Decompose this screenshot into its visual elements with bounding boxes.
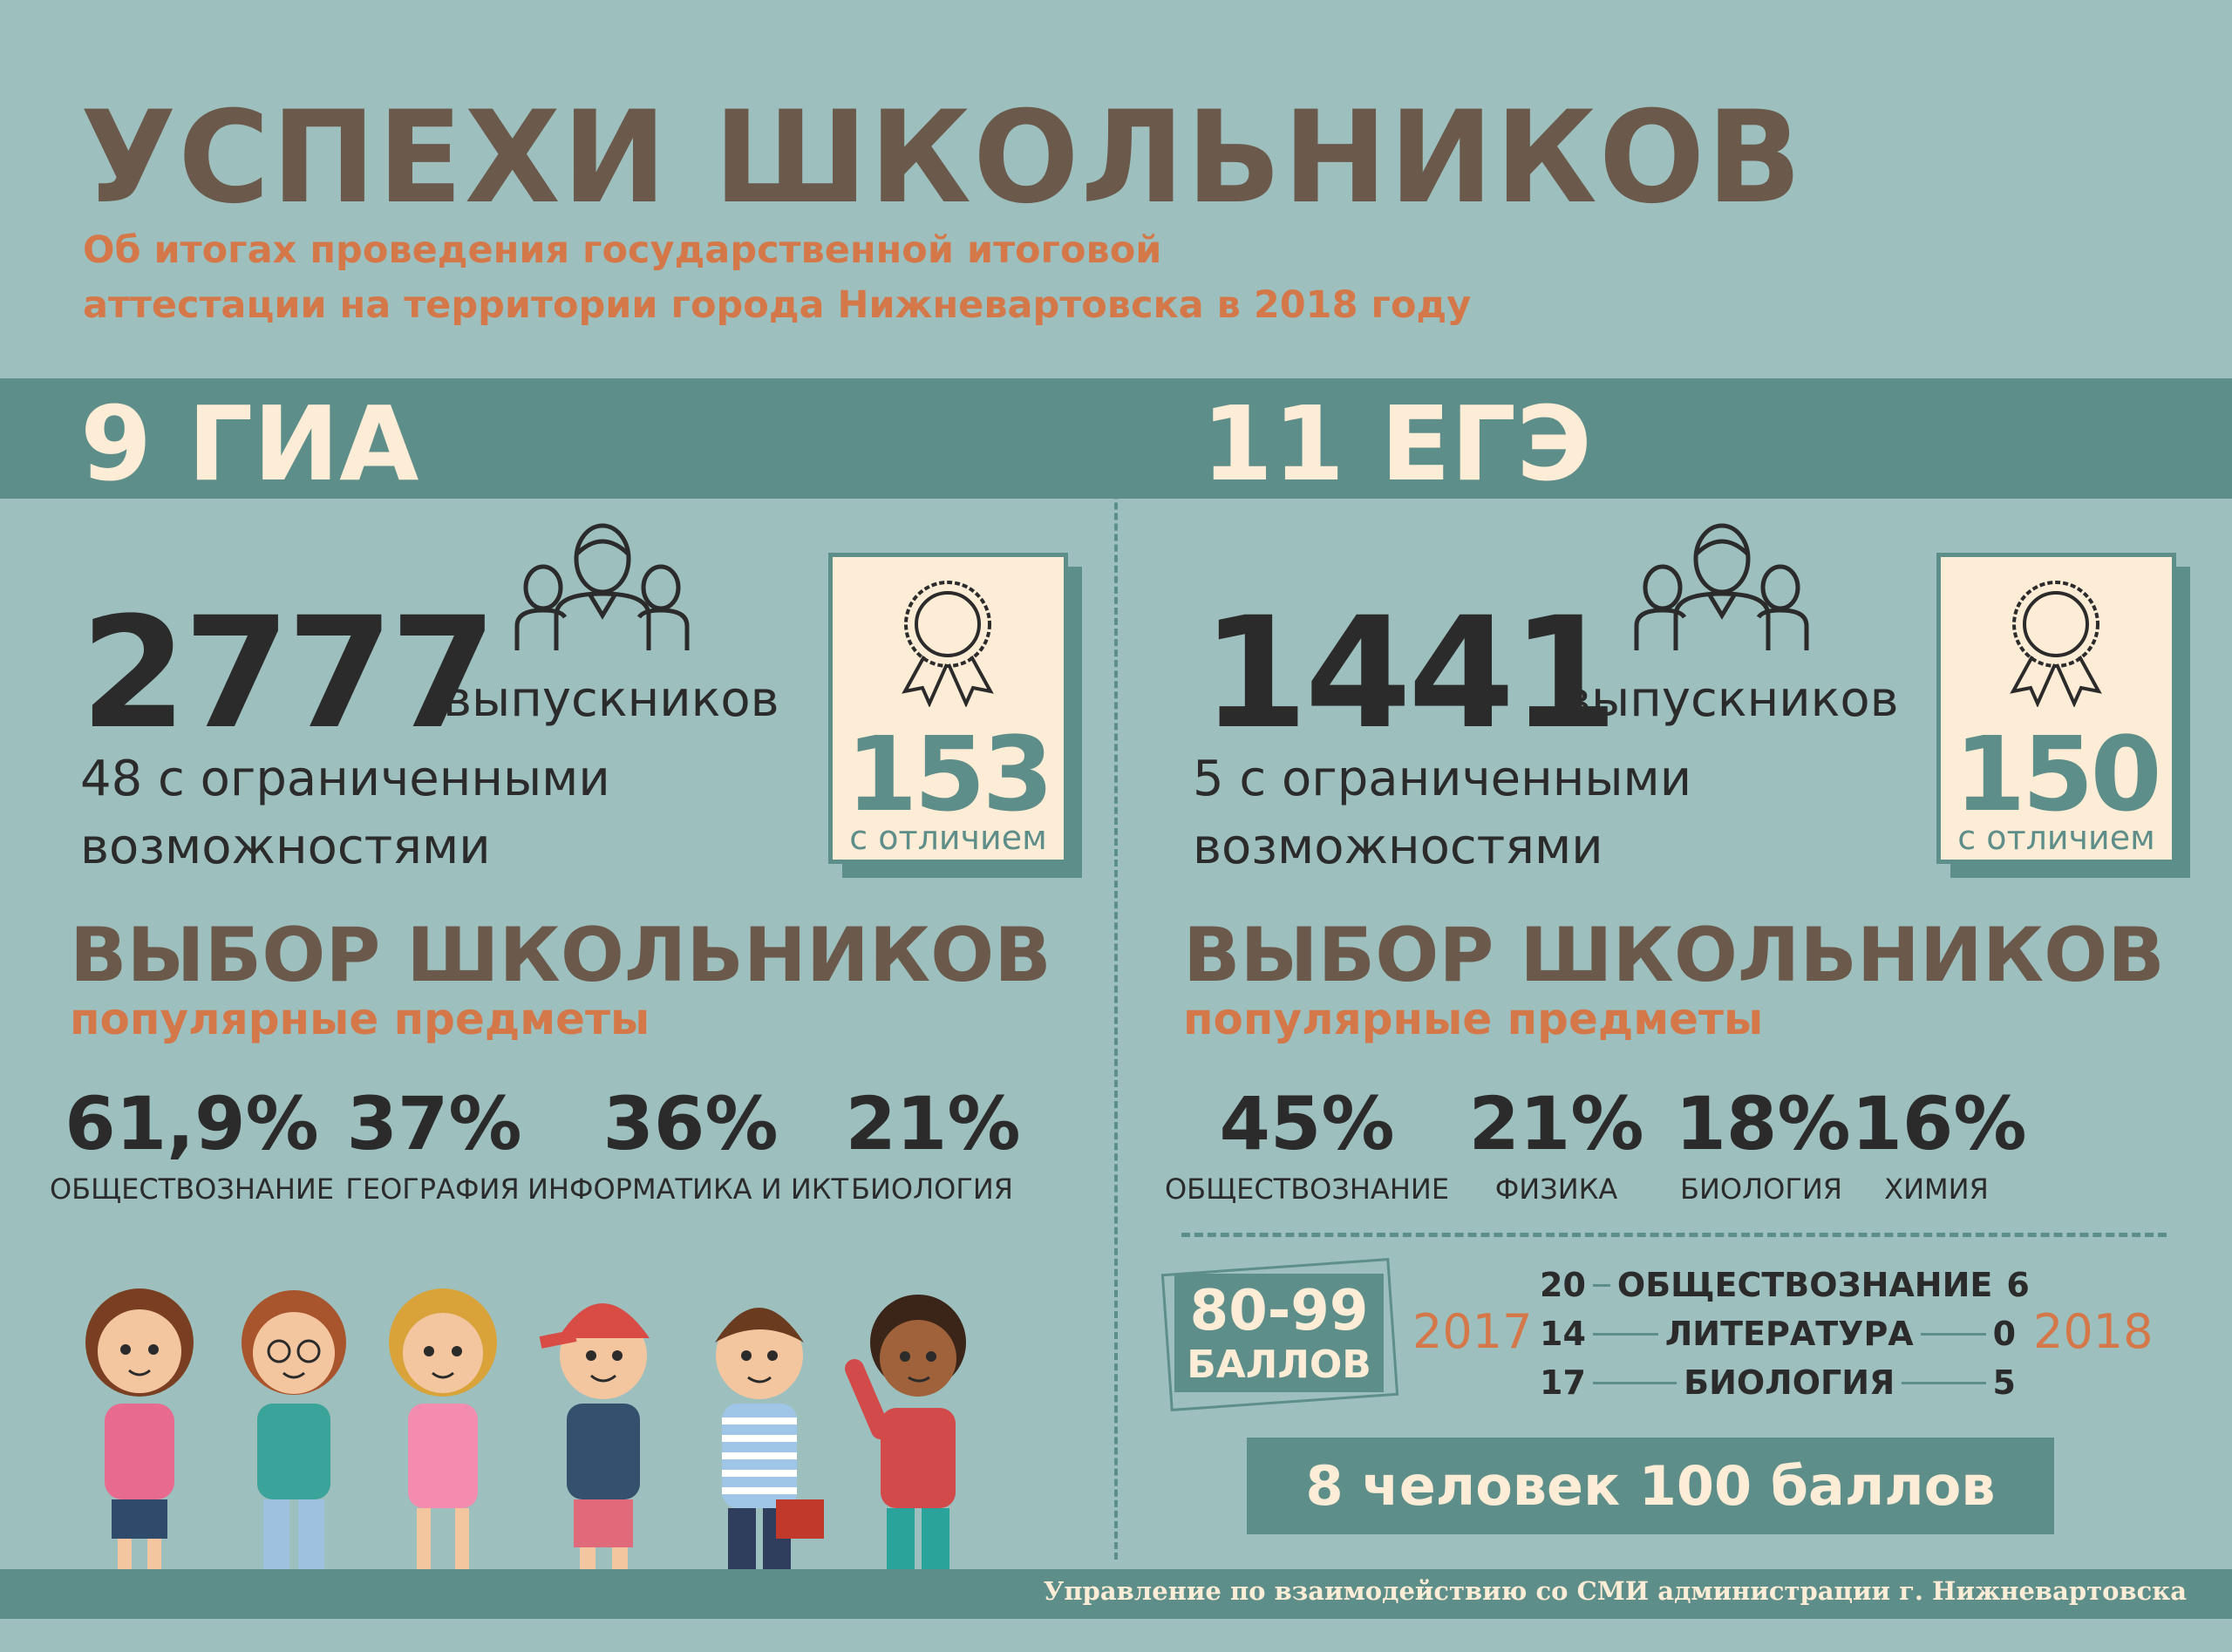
ege-honors-count: 150 [1954,714,2161,834]
ege-graduates-label: выпускников [1562,671,1899,728]
boy-figure-cap [539,1303,650,1591]
students-illustration [85,1288,966,1591]
gia-subject-name: ОБЩЕСТВОЗНАНИЕ [49,1173,335,1206]
ege-subject-pct: 18% [1675,1081,1851,1166]
column-divider [1114,387,1118,1560]
gia-limited-line-1: 48 с ограниченными [80,751,610,807]
count-2018: 0 [1992,1315,2017,1353]
subtitle-line-1: Об итогах проведения государственной ито… [83,228,1162,272]
gia-honors-label: с отличием [849,819,1047,857]
girl-figure-2 [389,1288,497,1591]
gia-graduates-count: 2777 [80,584,497,763]
ege-subject-name: ОБЩЕСТВОЗНАНИЕ [1164,1173,1450,1206]
count-2017: 14 [1540,1315,1586,1353]
gia-subject-name: ГЕОГРАФИЯ [345,1173,520,1206]
count-2018: 6 [2006,1266,2030,1304]
count-2017: 17 [1540,1363,1586,1402]
gia-subject-name: ИНФОРМАТИКА И ИКТ [527,1173,849,1206]
subject: БИОЛОГИЯ [1684,1363,1895,1402]
gia-subject-name: БИОЛОГИЯ [850,1173,1014,1206]
gia-honors-count: 153 [846,714,1053,834]
gia-choice-subtitle: популярные предметы [70,994,650,1044]
hundred-points-banner: 8 человек 100 баллов [1247,1438,2054,1534]
ege-subject-pct: 45% [1219,1081,1395,1166]
score-range: 80-99 [1189,1279,1369,1343]
count-2018: 5 [1992,1363,2016,1402]
subject: ЛИТЕРАТУРА [1664,1315,1914,1353]
gia-subject-pct: 21% [845,1081,1021,1166]
gia-subject-pct: 61,9% [65,1081,319,1166]
section-divider [1181,1233,2167,1237]
gia-choice-title: ВЫБОР ШКОЛЬНИКОВ [70,912,1051,999]
high-scores-row: 17 БИОЛОГИЯ 5 [1540,1361,2016,1404]
ege-subject-name: БИОЛОГИЯ [1679,1173,1843,1206]
page-title: УСПЕХИ ШКОЛЬНИКОВ [80,84,1804,232]
high-scores-row: 20 ОБЩЕСТВОЗНАНИЕ 6 [1540,1263,2030,1307]
year-2017: 2017 [1412,1304,1533,1359]
group-of-people-icon [514,523,690,650]
group-of-people-icon [1634,523,1809,650]
footer-band [0,1569,2232,1619]
subject: ОБЩЕСТВОЗНАНИЕ [1616,1266,1993,1304]
year-2018: 2018 [2033,1304,2154,1359]
ege-choice-subtitle: популярные предметы [1183,994,1764,1044]
ege-limited-line-2: возможностями [1193,819,1603,875]
gia-subject-pct: 37% [346,1081,522,1166]
ege-honors-card: 150 с отличием [1936,553,2176,864]
count-2017: 20 [1540,1266,1586,1304]
ege-choice-title: ВЫБОР ШКОЛЬНИКОВ [1183,912,2165,999]
gia-limited-line-2: возможностями [80,819,491,875]
subtitle-line-2: аттестации на территории города Нижневар… [83,283,1472,327]
ege-limited-line-1: 5 с ограниченными [1193,751,1692,807]
award-rosette-icon [2010,581,2102,707]
award-rosette-icon [902,581,994,707]
high-scores-row: 14 ЛИТЕРАТУРА 0 [1540,1312,2016,1356]
gia-graduates-label: выпускников [443,671,779,728]
ege-subject-name: ХИМИЯ [1884,1173,1989,1206]
gia-subject-pct: 36% [602,1081,779,1166]
ege-subject-name: ФИЗИКА [1494,1173,1618,1206]
score-range-badge: 80-99 БАЛЛОВ [1174,1274,1384,1392]
ege-subject-pct: 21% [1468,1081,1644,1166]
high-scores-table: 20 ОБЩЕСТВОЗНАНИЕ 6 14 ЛИТЕРАТУРА 0 17 БИОЛОГ… [1540,1263,2030,1404]
ege-honors-label: с отличием [1957,819,2155,857]
boy-figure-curly [845,1295,966,1591]
boy-figure-striped [715,1308,824,1591]
ege-graduates-count: 1441 [1201,584,1618,763]
score-range-unit: БАЛЛОВ [1187,1343,1371,1387]
gia-heading: 9 ГИА [80,384,419,504]
gia-honors-card: 153 с отличием [828,553,1068,864]
girl-figure-1 [85,1288,194,1591]
ege-subject-pct: 16% [1851,1081,2027,1166]
footer-credit: Управление по взаимодействию со СМИ адми… [1043,1576,2187,1606]
ege-heading: 11 ЕГЭ [1201,384,1592,504]
boy-figure-glasses [242,1290,346,1591]
